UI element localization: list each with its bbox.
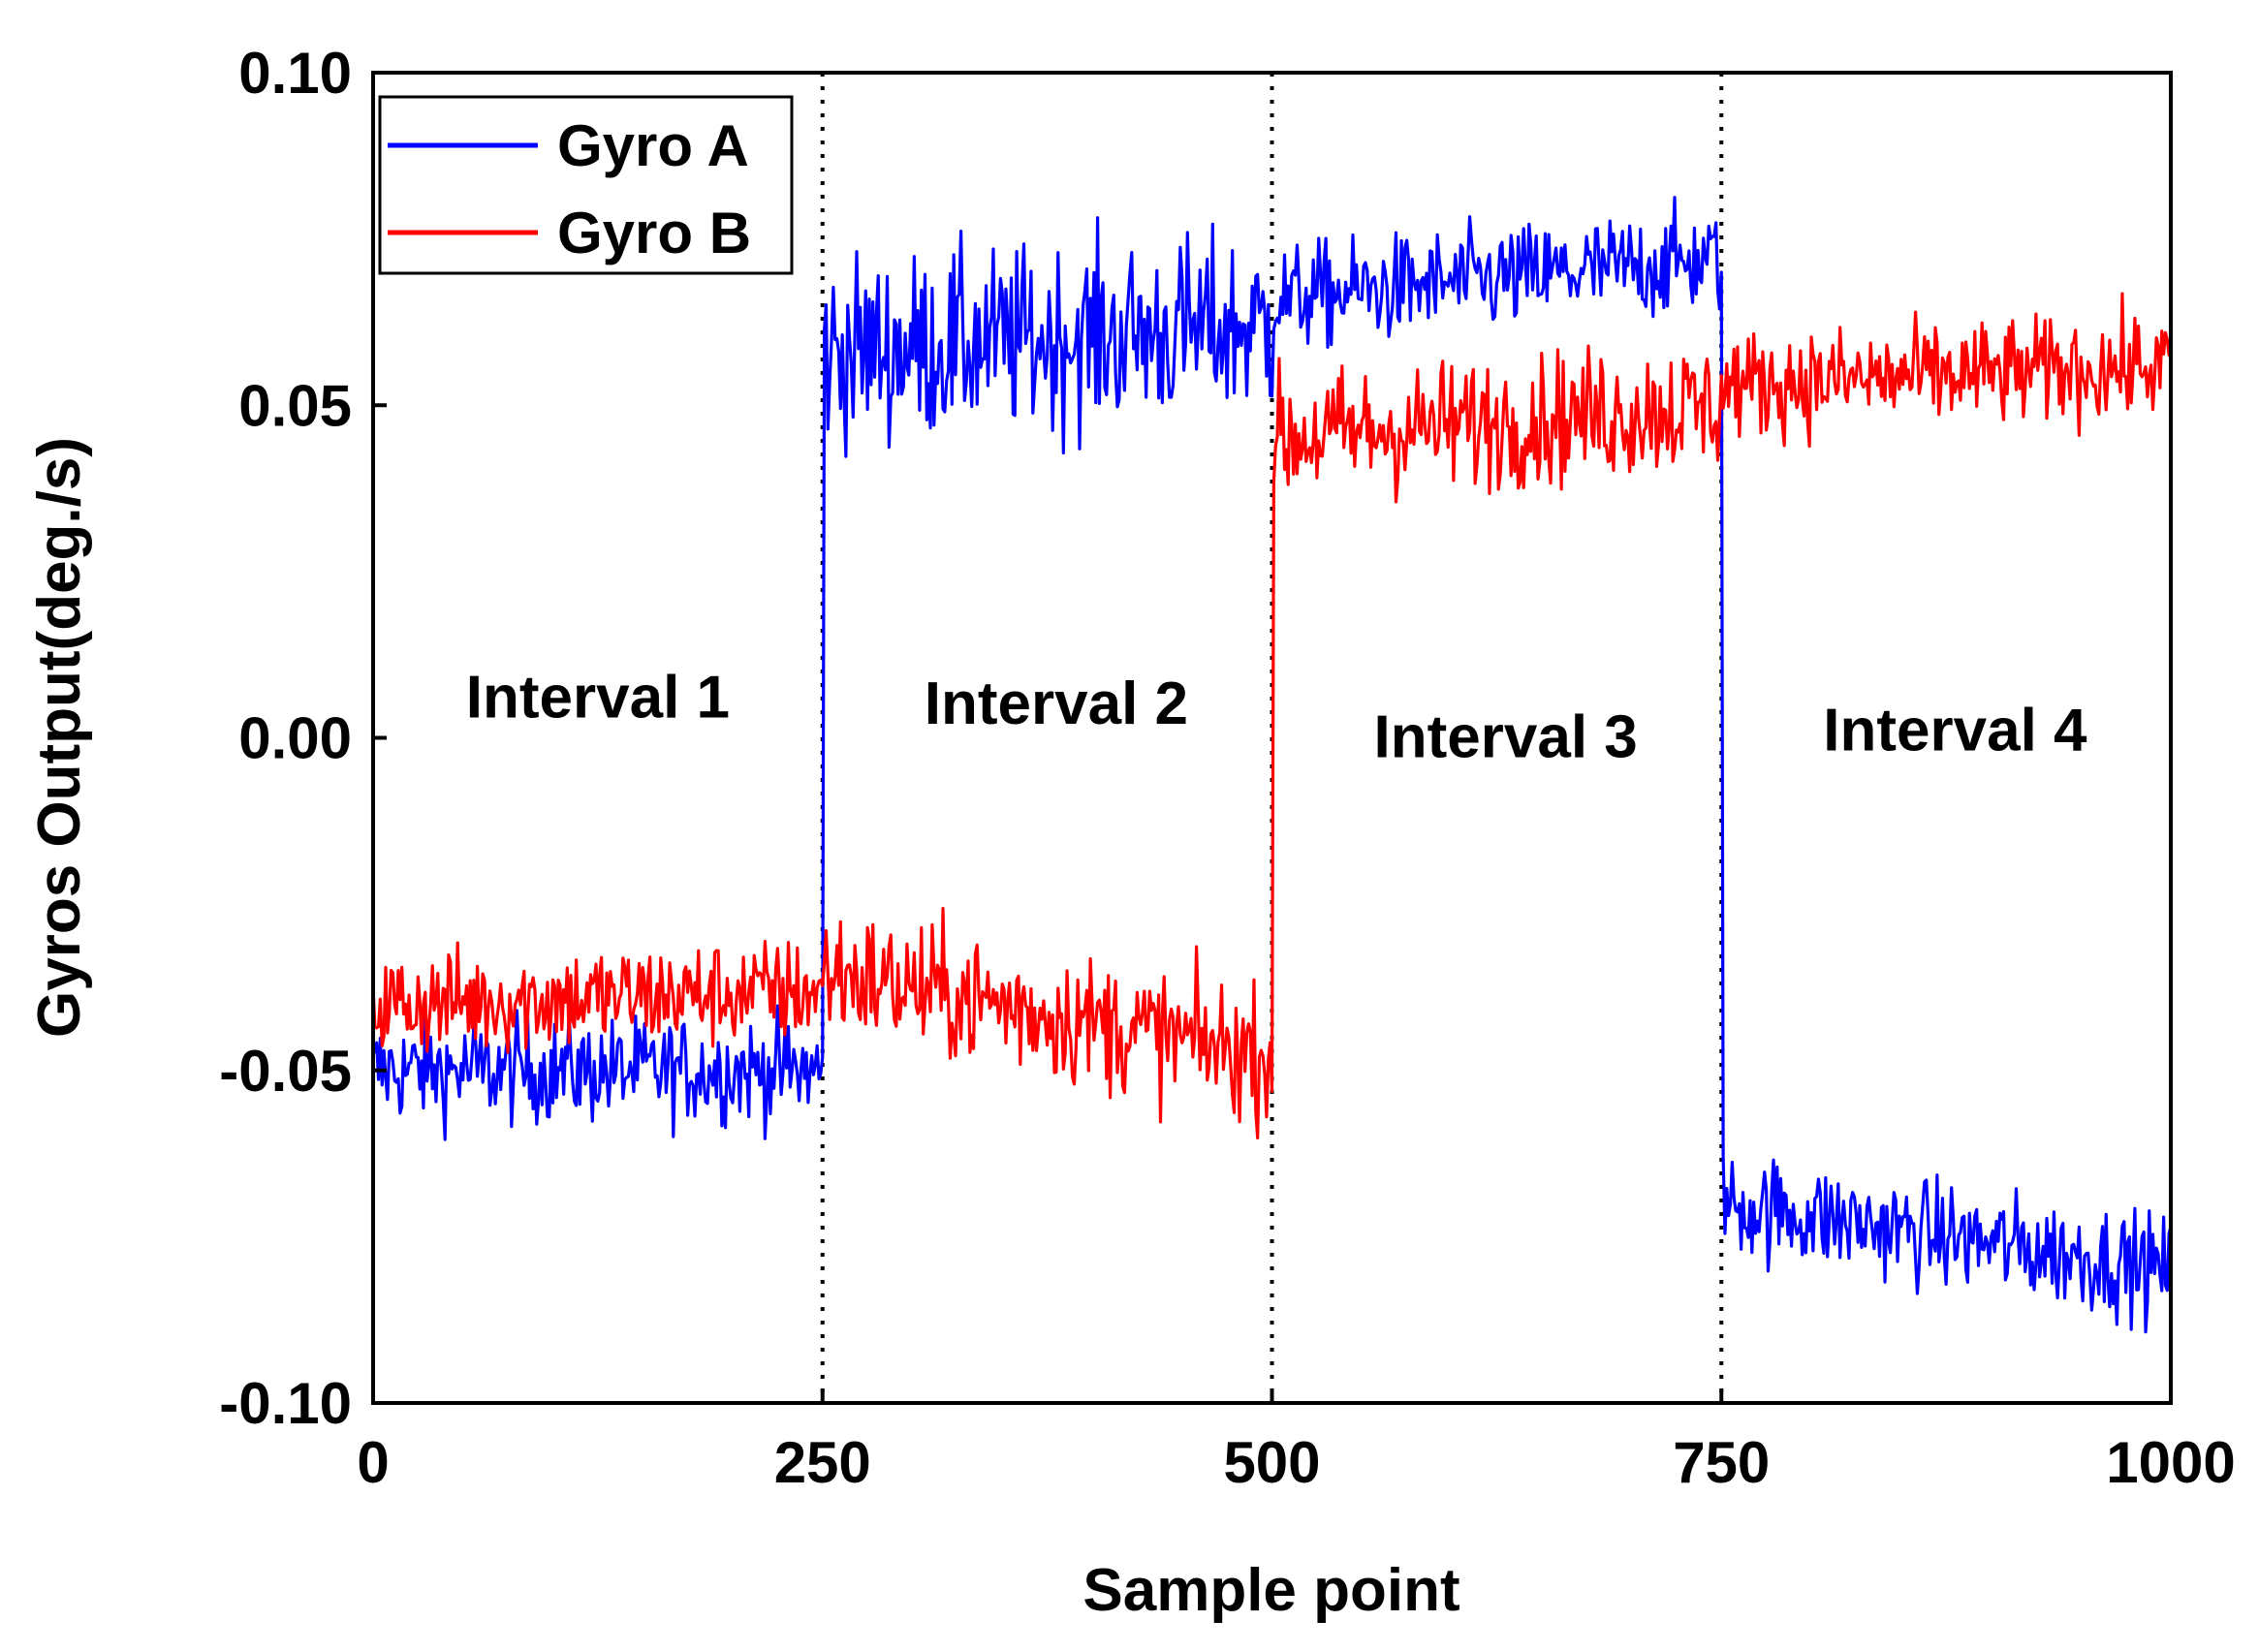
y-axis-ticks: -0.10 -0.05 0.00 0.05 0.10 [219, 41, 387, 1436]
y-axis-title: Gyros Output(deg./s) [26, 437, 93, 1038]
interval-label: Interval 3 [1374, 704, 1638, 771]
y-tick-label: 0.00 [238, 706, 352, 771]
x-tick-label: 500 [1223, 1430, 1320, 1495]
legend-box [378, 95, 794, 275]
y-tick-label: -0.05 [219, 1039, 352, 1104]
interval-label: Interval 4 [1823, 698, 2087, 764]
x-tick-label: 250 [774, 1430, 871, 1495]
x-tick-label: 0 [357, 1430, 389, 1495]
interval-annotations: Interval 1 Interval 2 Interval 3 Interval 4 [466, 664, 2087, 770]
y-tick-label: 0.05 [238, 373, 352, 438]
legend: Gyro A Gyro B [378, 95, 794, 275]
x-axis-ticks: 0 250 500 750 1000 [357, 1389, 2236, 1495]
series-line-gyro-b [373, 292, 2171, 1140]
legend-label-gyro-b: Gyro B [557, 201, 751, 265]
series-layer [373, 196, 2171, 1334]
interval-label: Interval 2 [925, 670, 1188, 737]
interval-label: Interval 1 [466, 664, 730, 731]
x-tick-label: 1000 [2106, 1430, 2235, 1495]
x-axis-title: Sample point [1082, 1557, 1459, 1624]
series-line-gyro-a [373, 196, 2171, 1334]
y-tick-label: 0.10 [238, 41, 352, 106]
y-tick-label: -0.10 [219, 1371, 352, 1436]
x-tick-label: 750 [1673, 1430, 1770, 1495]
legend-label-gyro-a: Gyro A [557, 113, 749, 178]
